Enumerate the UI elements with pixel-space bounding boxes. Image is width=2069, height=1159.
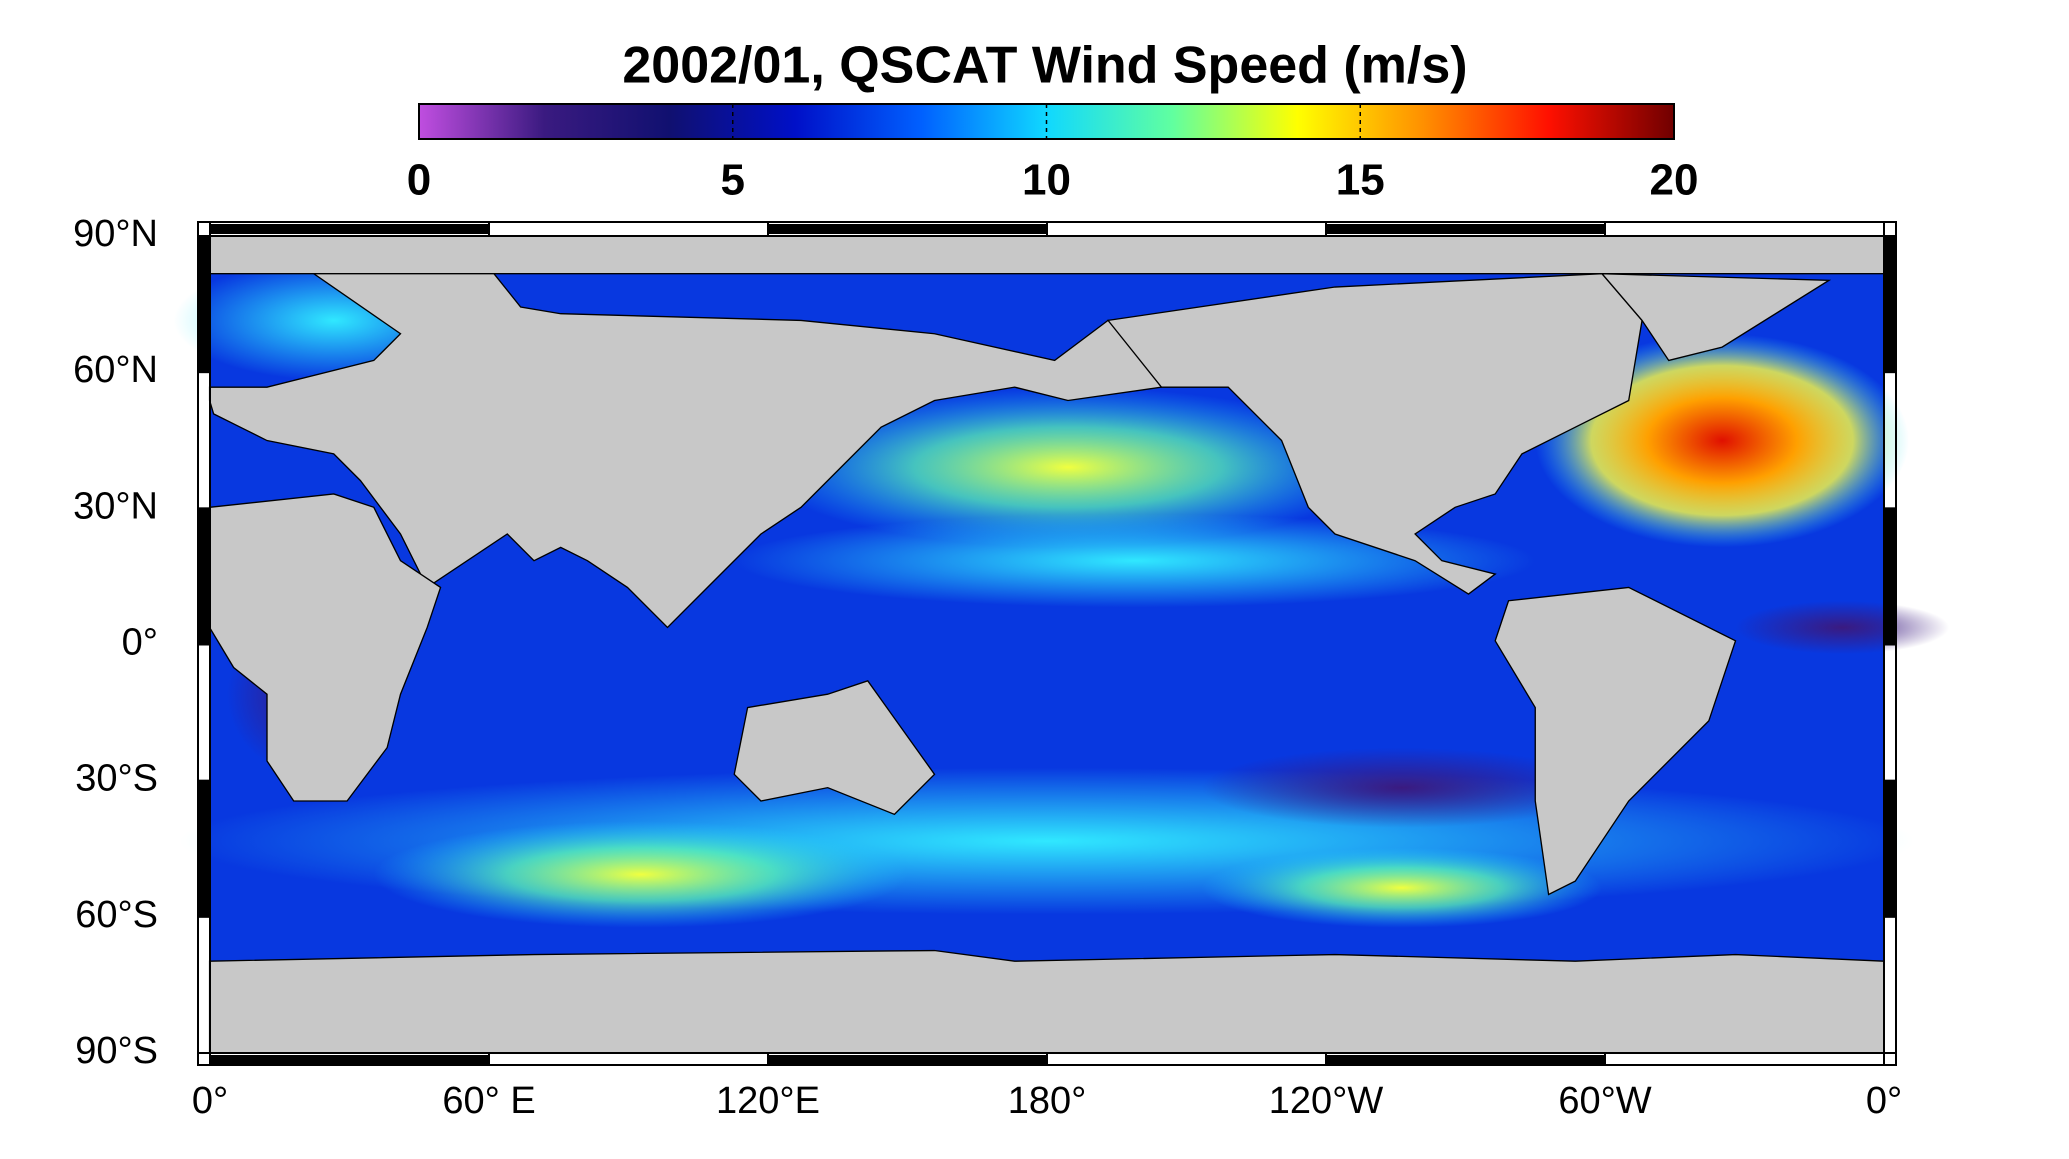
land [208, 493, 442, 802]
y-tick-label: 60°N [73, 349, 158, 391]
frame-segment [768, 224, 1047, 234]
frame-segment [1885, 508, 1895, 645]
wind-field [760, 387, 1376, 548]
x-tick-label: 60° E [442, 1080, 535, 1122]
frame-segment [210, 224, 489, 234]
axes: 0 5 10 15 20 0° 60° E 120°E 180° 120°W 60°W 0° 90°N 6… [73, 103, 1902, 1122]
land [208, 235, 1885, 275]
map [173, 235, 1950, 1054]
frame-segment [1885, 236, 1895, 373]
frame-segment [210, 1055, 489, 1064]
land [733, 680, 936, 816]
y-tick-label: 0° [122, 622, 158, 664]
frame-segment [199, 508, 209, 645]
frame-segment [199, 780, 209, 917]
y-tick-label: 90°N [73, 213, 158, 255]
colorbar-tick-label: 15 [1336, 156, 1385, 205]
wind-field [1201, 747, 1602, 828]
y-tick-label: 30°N [73, 485, 158, 527]
colorbar-tick-label: 0 [407, 156, 431, 205]
land [1106, 272, 1643, 595]
chart-title: 2002/01, QSCAT Wind Speed (m/s) [622, 37, 1467, 95]
wind-field [373, 821, 908, 928]
wind-field [1735, 600, 1950, 655]
wind-field [734, 513, 1536, 608]
frame-segment [1885, 780, 1895, 917]
wind-field [1201, 847, 1602, 928]
y-tick-label: 60°S [75, 894, 158, 936]
y-tick-label: 90°S [75, 1030, 158, 1072]
colorbar-tick-label: 20 [1650, 156, 1699, 205]
frame-segment [1326, 224, 1605, 234]
frame-segment [1326, 1055, 1605, 1064]
frame-segment [768, 1055, 1047, 1064]
x-tick-label: 60°W [1558, 1080, 1651, 1122]
y-tick-label: 30°S [75, 758, 158, 800]
land [1494, 586, 1737, 896]
x-tick-label: 120°W [1269, 1080, 1384, 1122]
land [1600, 272, 1832, 362]
x-tick-label: 180° [1008, 1080, 1087, 1122]
frame-segment [199, 236, 209, 373]
x-tick-label: 0° [192, 1080, 228, 1122]
x-tick-label: 120°E [716, 1080, 820, 1122]
colorbar-tick-label: 5 [721, 156, 745, 205]
land [208, 273, 1176, 629]
land [208, 949, 1885, 1054]
x-tick-label: 0° [1866, 1080, 1902, 1122]
colorbar-tick-label: 10 [1022, 156, 1071, 205]
